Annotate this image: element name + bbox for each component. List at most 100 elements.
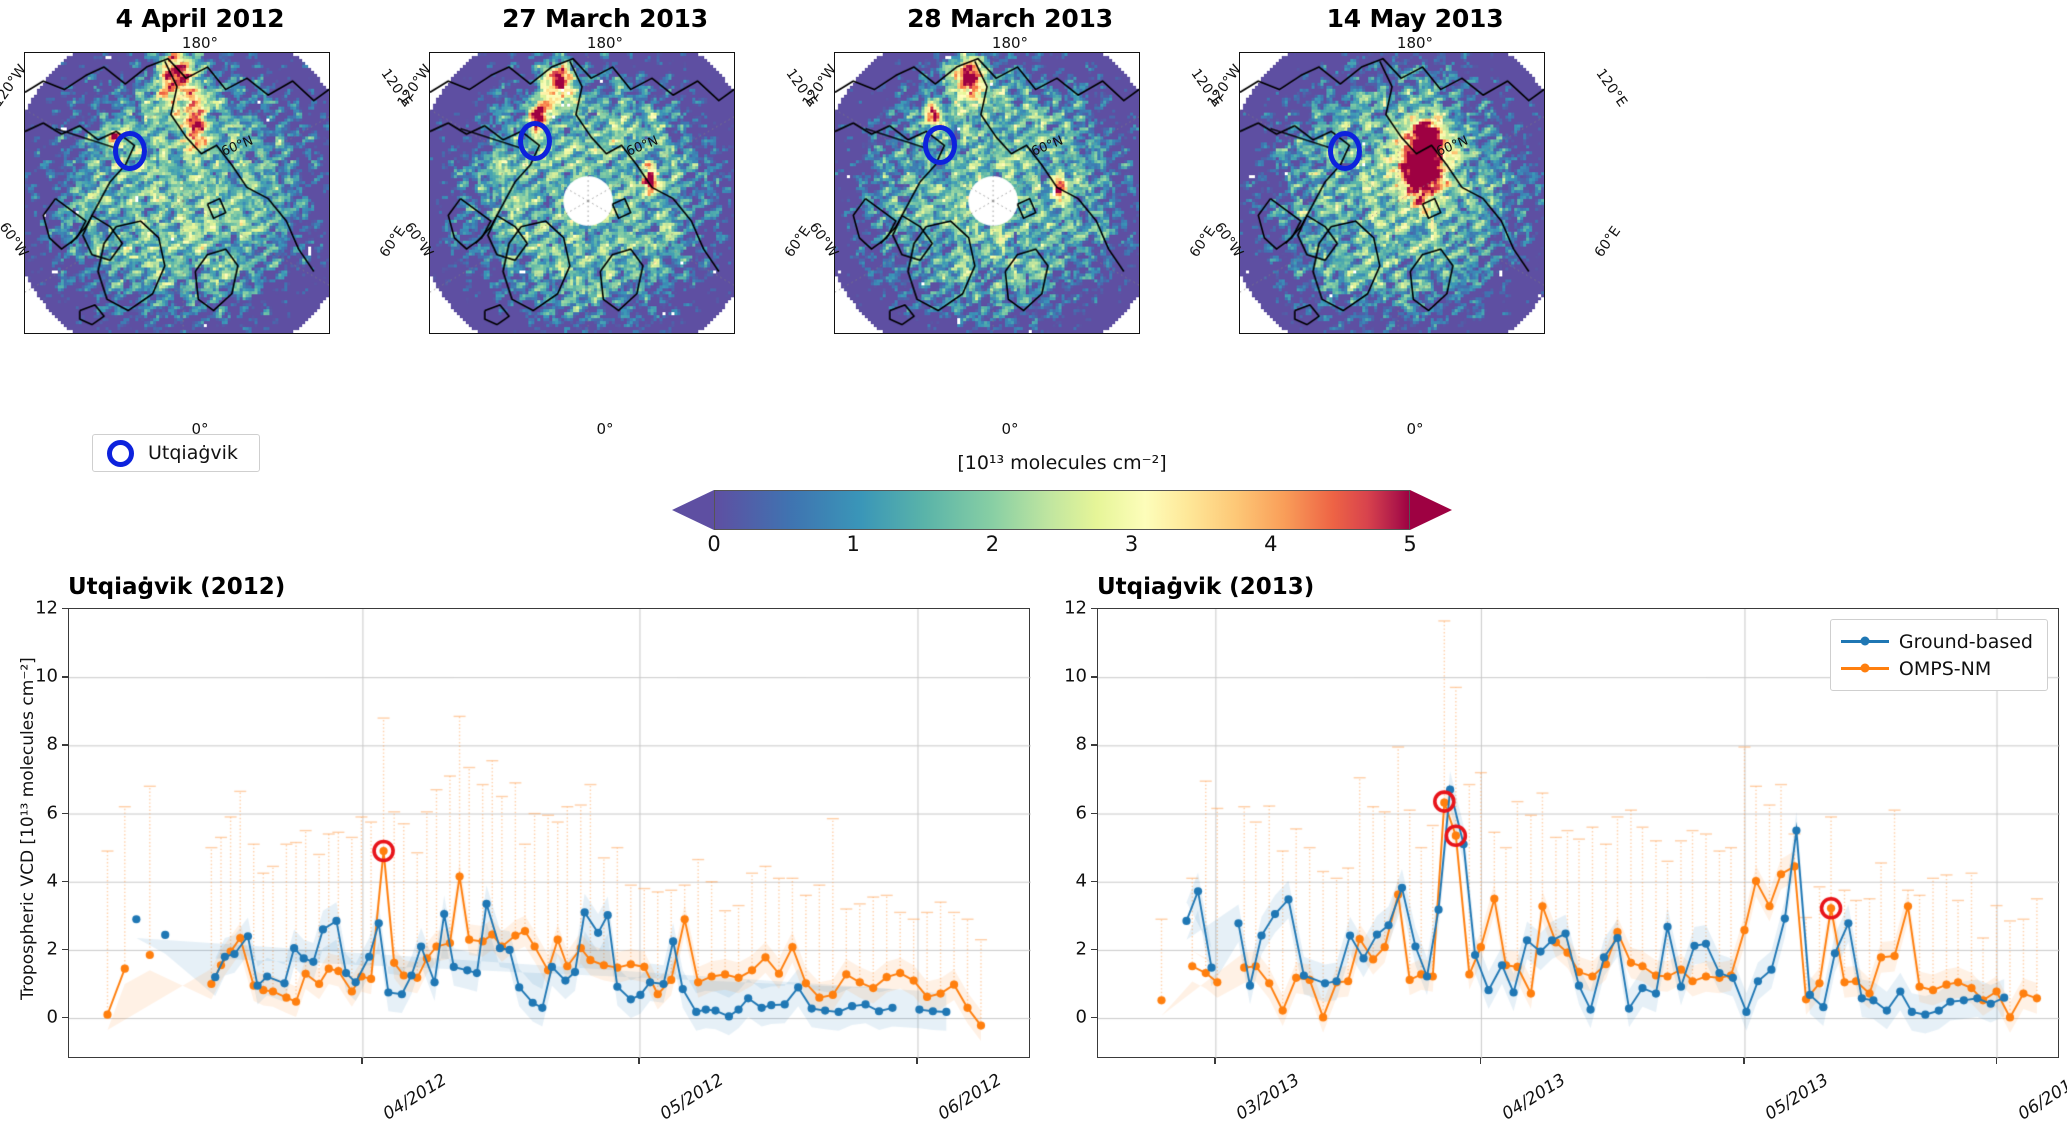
x-tick-mark	[361, 1058, 363, 1064]
colorbar-gradient[interactable]	[672, 490, 1452, 530]
y-tick-mark	[1091, 948, 1097, 951]
map-panel-4: 14 May 2013 180° 60°N 120°W 120°E 60°W 6…	[1205, 0, 1631, 440]
site-marker-3	[923, 125, 957, 165]
y-tick-label-10: 10	[35, 665, 58, 687]
legend-item-ground-based[interactable]: Ground-based	[1840, 628, 2033, 655]
y-tick-mark	[62, 608, 68, 610]
x-tick-mark	[916, 1058, 918, 1064]
y-tick-label-10: 10	[1064, 665, 1087, 687]
map-top-longitude-1: 180°	[181, 34, 219, 52]
map-raster-1	[25, 53, 329, 333]
x-tick-label-05-2012: 05/2012	[657, 1070, 728, 1125]
colorbar-extend-low-icon	[672, 490, 714, 530]
y-tick-label-2: 2	[46, 938, 58, 960]
y-tick-mark	[1091, 880, 1097, 883]
legend-line-ground-icon	[1840, 640, 1889, 643]
site-marker-2	[518, 121, 552, 161]
map-top-longitude-2: 180°	[586, 34, 624, 52]
x-tick-mark	[638, 1058, 640, 1064]
map-frame-1[interactable]: 60°N	[24, 52, 330, 334]
map-frame-3[interactable]: 60°N	[834, 52, 1140, 334]
x-tick-mark	[1995, 1058, 1997, 1064]
x-tick-label-06-2012: 06/2012	[935, 1070, 1006, 1125]
colorbar-ticks: 0 1 2 3 4 5	[707, 532, 1416, 560]
map-raster-4	[1240, 53, 1544, 333]
x-tick-label-04-2013: 04/2013	[1498, 1070, 1570, 1125]
longitude-60e-label-4: 60°E	[1591, 223, 1625, 261]
colorbar-tick-2: 2	[985, 532, 1000, 556]
y-tick-label-6: 6	[1075, 802, 1087, 824]
x-tick-label-04-2012: 04/2012	[380, 1070, 451, 1125]
y-tick-label-6: 6	[46, 802, 58, 824]
site-legend-label: Utqiaġvik	[148, 442, 238, 464]
site-marker-4	[1328, 131, 1362, 171]
map-title-4: 14 May 2013	[1326, 4, 1504, 33]
timeseries-title-2012: Utqiaġvik (2012)	[68, 574, 286, 600]
timeseries-panel-2012: Utqiaġvik (2012) Tropospheric VCD [10¹³ …	[0, 570, 1035, 1133]
legend-line-omps-icon	[1840, 667, 1889, 670]
map-top-longitude-3: 180°	[991, 34, 1029, 52]
y-tick-label-12: 12	[35, 597, 58, 619]
colorbar-body	[714, 490, 1410, 530]
y-tick-mark	[1091, 744, 1097, 746]
site-circle-icon	[107, 439, 134, 467]
x-tick-mark	[1479, 1058, 1482, 1064]
y-tick-mark	[1091, 608, 1097, 610]
x-tick-label-03-2013: 03/2013	[1233, 1070, 1304, 1125]
colorbar-tick-5: 5	[1403, 532, 1417, 556]
map-bottom-longitude-4: 0°	[1406, 420, 1424, 438]
site-legend-box: Utqiaġvik	[92, 434, 260, 472]
longitude-120e-label-4: 120°E	[1592, 65, 1631, 111]
y-tick-label-8: 8	[1075, 733, 1087, 755]
colorbar-extend-high-icon	[1410, 490, 1452, 530]
legend-label-ground: Ground-based	[1898, 630, 2033, 653]
y-tick-mark	[62, 744, 68, 746]
colorbar-tick-4: 4	[1264, 532, 1278, 556]
colorbar-tick-1: 1	[846, 532, 860, 556]
map-top-longitude-4: 180°	[1396, 34, 1434, 52]
map-panel-1: 4 April 2012 180° 60°N 120°W 120°E 60°W …	[0, 0, 415, 440]
timeseries-axes-2012[interactable]	[68, 608, 1031, 1059]
y-tick-label-0: 0	[1075, 1006, 1087, 1028]
y-tick-mark	[62, 948, 68, 951]
map-frame-4[interactable]: 60°N	[1239, 52, 1545, 334]
colorbar: [10¹³ molecules cm⁻²] 0 1 2 3 4 5	[672, 452, 1452, 562]
timeseries-plot-2012	[69, 609, 1031, 1059]
y-tick-mark	[1091, 812, 1097, 814]
y-tick-label-2: 2	[1075, 938, 1087, 960]
x-tick-label-05-2013: 05/2013	[1762, 1070, 1833, 1125]
map-panel-3: 28 March 2013 180° 60°N 120°W 120°E 60°W…	[800, 0, 1226, 440]
map-panel-2: 27 March 2013 180° 60°N 120°W 120°E 60°W…	[395, 0, 821, 440]
colorbar-tick-0: 0	[707, 532, 721, 556]
colorbar-tick-3: 3	[1124, 532, 1139, 556]
x-tick-mark	[1743, 1058, 1745, 1064]
timeseries-axes-2013[interactable]: Ground-based OMPS-NM	[1097, 608, 2060, 1059]
timeseries-panel-2013: Utqiaġvik (2013) Ground-based OMPS-NM 0 2…	[1035, 570, 2067, 1133]
x-tick-mark	[1214, 1058, 1216, 1064]
colorbar-label: [10¹³ molecules cm⁻²]	[957, 452, 1167, 474]
y-tick-label-4: 4	[46, 870, 58, 892]
y-tick-label-12: 12	[1064, 597, 1087, 619]
timeseries-title-2013: Utqiaġvik (2013)	[1097, 574, 1315, 600]
y-tick-mark	[62, 812, 68, 814]
legend-item-omps-nm[interactable]: OMPS-NM	[1840, 655, 2033, 682]
y-tick-label-8: 8	[46, 733, 58, 755]
y-tick-label-4: 4	[1075, 870, 1087, 892]
x-tick-label-06-2013: 06/2013	[2014, 1070, 2067, 1125]
site-marker-1	[113, 131, 147, 171]
map-bottom-longitude-3: 0°	[1001, 420, 1019, 438]
map-frame-2[interactable]: 60°N	[429, 52, 735, 334]
y-tick-label-0: 0	[46, 1006, 58, 1028]
map-bottom-longitude-2: 0°	[596, 420, 614, 438]
map-bottom-longitude-1: 0°	[191, 420, 209, 438]
legend-label-omps: OMPS-NM	[1898, 657, 1992, 680]
map-raster-3	[835, 53, 1139, 333]
y-tick-mark	[62, 880, 68, 883]
y-tick-mark	[1091, 1017, 1097, 1019]
map-title-1: 4 April 2012	[115, 4, 285, 33]
y-tick-mark	[62, 676, 68, 678]
y-tick-mark	[1091, 676, 1097, 678]
map-title-2: 27 March 2013	[502, 4, 708, 33]
timeseries-legend[interactable]: Ground-based OMPS-NM	[1829, 619, 2048, 691]
map-title-3: 28 March 2013	[907, 4, 1113, 33]
